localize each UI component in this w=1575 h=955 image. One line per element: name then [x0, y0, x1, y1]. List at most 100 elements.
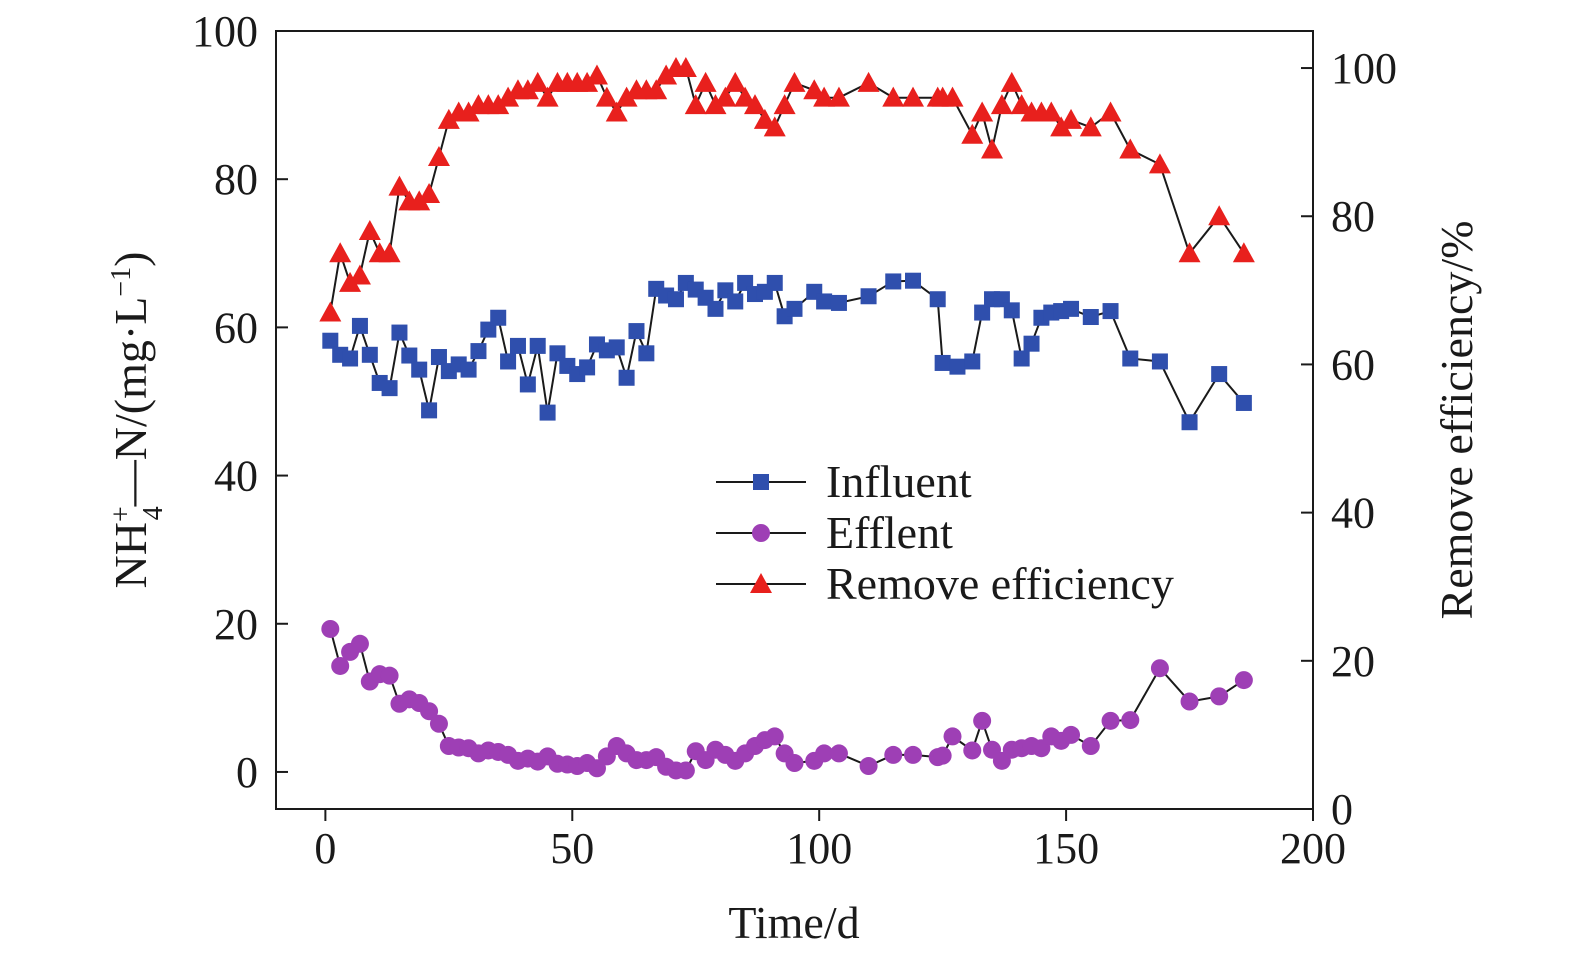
data-point-remove-efficiency: [655, 64, 678, 85]
data-point-influent: [342, 350, 359, 367]
data-point-influent: [549, 345, 566, 362]
x-tick-label: 200: [1280, 824, 1346, 873]
data-point-influent: [905, 272, 922, 289]
data-point-influent: [766, 274, 783, 291]
data-point-remove-efficiency: [941, 86, 964, 107]
data-point-remove-efficiency: [1119, 138, 1142, 159]
data-point-remove-efficiency: [961, 123, 984, 144]
data-point-influent: [1082, 309, 1099, 326]
series-markers: [319, 57, 1255, 780]
data-point-influent: [618, 369, 635, 386]
data-point-influent: [401, 347, 418, 364]
data-point-influent: [608, 339, 625, 356]
data-point-efflent: [1101, 711, 1120, 730]
data-point-remove-efficiency: [1000, 71, 1023, 92]
data-point-remove-efficiency: [783, 71, 806, 92]
data-point-remove-efficiency: [645, 79, 668, 100]
data-point-influent: [816, 293, 833, 310]
y-left-axis-title: NH+4—N/(mg·L−1): [105, 252, 169, 589]
data-point-remove-efficiency: [576, 71, 599, 92]
data-point-remove-efficiency: [457, 101, 480, 122]
y-right-tick-label: 0: [1331, 785, 1353, 834]
y-right-tick-label: 60: [1331, 340, 1375, 389]
data-point-efflent: [1180, 692, 1199, 711]
data-point-influent: [500, 353, 517, 370]
legend-entry: Efflent: [716, 507, 953, 558]
data-point-remove-efficiency: [378, 242, 401, 263]
data-point-efflent: [350, 634, 369, 653]
y-left-axis-ticks: 0 20 40 60 80 100: [192, 7, 288, 797]
data-point-influent: [361, 346, 378, 363]
y-left-tick-label: 100: [192, 7, 258, 56]
x-axis-title: Time/d: [728, 897, 859, 948]
data-point-efflent: [380, 666, 399, 685]
y-right-axis-title: Remove efficiency/%: [1431, 221, 1482, 620]
data-point-remove-efficiency: [724, 71, 747, 92]
y-right-tick-label: 100: [1331, 44, 1397, 93]
data-point-remove-efficiency: [339, 271, 362, 292]
data-point-influent: [1102, 303, 1119, 320]
data-point-remove-efficiency: [1040, 101, 1063, 122]
data-point-remove-efficiency: [427, 145, 450, 166]
y-left-tick-label: 60: [214, 303, 258, 352]
data-point-influent: [974, 304, 991, 321]
data-point-remove-efficiency: [734, 86, 757, 107]
x-axis-ticks: 0 50 100 150 200: [314, 809, 1346, 873]
data-point-influent: [539, 404, 556, 421]
data-point-remove-efficiency: [585, 64, 608, 85]
data-point-remove-efficiency: [1060, 108, 1083, 129]
data-point-remove-efficiency: [526, 71, 549, 92]
data-point-remove-efficiency: [1099, 101, 1122, 122]
data-point-influent: [470, 343, 487, 360]
data-point-remove-efficiency: [753, 108, 776, 129]
data-point-efflent: [331, 656, 350, 675]
data-point-influent: [509, 337, 526, 354]
data-point-remove-efficiency: [813, 86, 836, 107]
legend-entry: Influent: [716, 456, 972, 507]
legend-entry: Remove efficiency: [716, 558, 1174, 609]
data-point-efflent: [1081, 737, 1100, 756]
data-point-efflent: [420, 702, 439, 721]
y-right-tick-label: 20: [1331, 637, 1375, 686]
data-point-efflent: [815, 744, 834, 763]
data-point-efflent: [933, 746, 952, 765]
plot-frame: [275, 30, 1314, 810]
x-tick-label: 0: [314, 824, 336, 873]
data-point-efflent: [429, 714, 448, 733]
data-point-efflent: [859, 757, 878, 776]
legend-label: Remove efficiency: [826, 558, 1174, 609]
legend-marker: [753, 474, 769, 490]
data-point-efflent: [943, 727, 962, 746]
data-point-remove-efficiency: [1050, 116, 1073, 137]
data-point-remove-efficiency: [743, 94, 766, 115]
data-point-remove-efficiency: [595, 86, 618, 107]
data-point-remove-efficiency: [857, 71, 880, 92]
data-point-influent: [707, 300, 724, 317]
data-point-efflent: [1032, 739, 1051, 758]
x-tick-label: 100: [786, 824, 852, 873]
data-point-influent: [421, 402, 438, 419]
data-point-influent: [460, 361, 477, 378]
data-point-influent: [929, 291, 946, 308]
data-point-influent: [351, 317, 368, 334]
y-right-axis-ticks: 0 20 40 60 80 100: [1301, 44, 1397, 834]
data-point-influent: [667, 291, 684, 308]
x-tick-label: 150: [1033, 824, 1099, 873]
data-point-remove-efficiency: [1178, 242, 1201, 263]
x-tick-label: 50: [550, 824, 594, 873]
data-point-remove-efficiency: [605, 101, 628, 122]
data-point-efflent: [1062, 725, 1081, 744]
data-point-remove-efficiency: [773, 94, 796, 115]
data-point-remove-efficiency: [437, 108, 460, 129]
series-lines: [329, 67, 1245, 772]
data-point-remove-efficiency: [684, 94, 707, 115]
data-point-remove-efficiency: [971, 101, 994, 122]
data-point-remove-efficiency: [408, 190, 431, 211]
legend-label: Influent: [826, 456, 972, 507]
data-point-efflent: [904, 745, 923, 764]
data-point-influent: [381, 380, 398, 397]
y-left-tick-label: 20: [214, 600, 258, 649]
data-point-remove-efficiency: [674, 57, 697, 78]
data-point-influent: [322, 332, 339, 349]
